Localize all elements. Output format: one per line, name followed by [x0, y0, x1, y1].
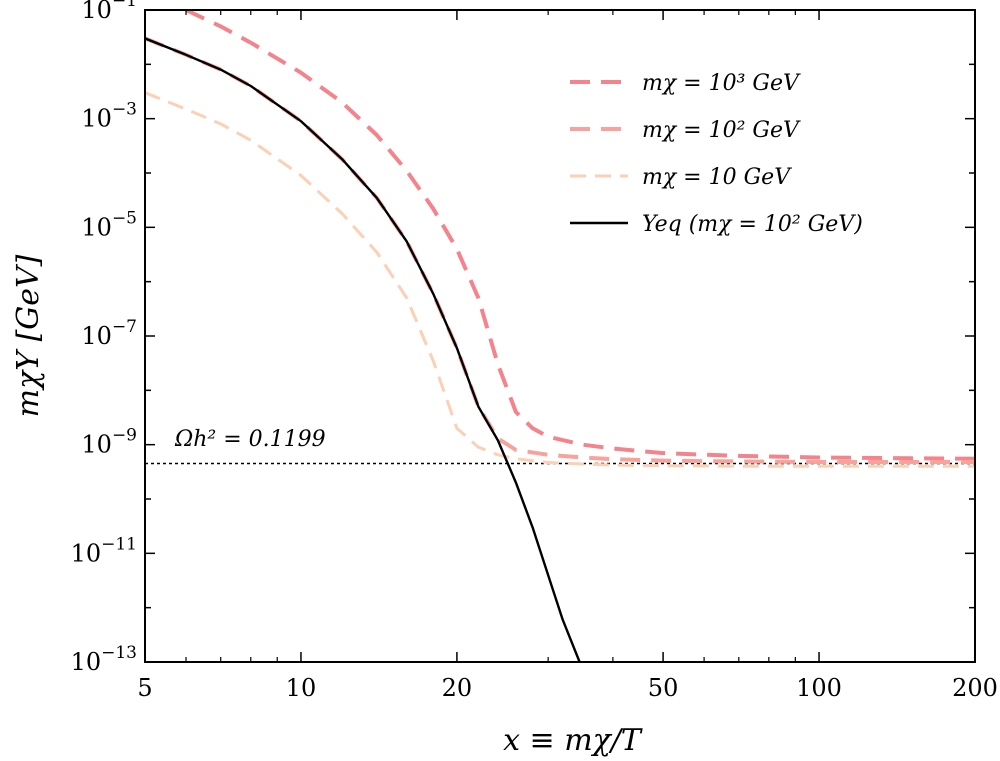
legend-label-2: mχ = 10 GeV [642, 165, 792, 190]
y-tick-label: 10−5 [81, 208, 137, 241]
tick-layer: 5 10 20 50 100 200 10−13 10−11 10−9 10−7 10−5 10−3 1… [71, 0, 998, 702]
x-tick-label: 10 [286, 674, 317, 702]
reference-line-label: Ωh² = 0.1199 [174, 427, 326, 452]
plot-frame [144, 9, 976, 663]
x-tick-label: 5 [137, 674, 152, 702]
legend-label-1: mχ = 10² GeV [642, 118, 801, 143]
legend: mχ = 10³ GeV mχ = 10² GeV mχ = 10 GeV Yeq (… [570, 71, 863, 237]
x-axis-label: x ≡ mχ/T [503, 723, 643, 758]
legend-label-0: mχ = 10³ GeV [642, 71, 801, 96]
x-tick-label: 20 [442, 674, 473, 702]
y-tick-label: 10−7 [81, 317, 137, 350]
x-tick-label: 200 [952, 674, 998, 702]
y-tick-label: 10−9 [81, 426, 137, 459]
y-tick-label: 10−11 [71, 534, 137, 567]
series-line-3 [145, 37, 581, 662]
series-line-1 [145, 36, 975, 464]
y-tick-label: 10−13 [71, 643, 137, 676]
series-line-0 [185, 10, 975, 461]
series-layer [145, 10, 975, 662]
y-tick-label: 10−3 [81, 100, 137, 133]
legend-label-3: Yeq (mχ = 10² GeV) [642, 212, 863, 237]
series-line-2 [145, 91, 975, 468]
y-axis-label: mχY [GeV] [11, 254, 46, 417]
x-tick-label: 50 [648, 674, 679, 702]
y-tick-label: 10−1 [81, 0, 137, 24]
x-tick-label: 100 [796, 674, 842, 702]
